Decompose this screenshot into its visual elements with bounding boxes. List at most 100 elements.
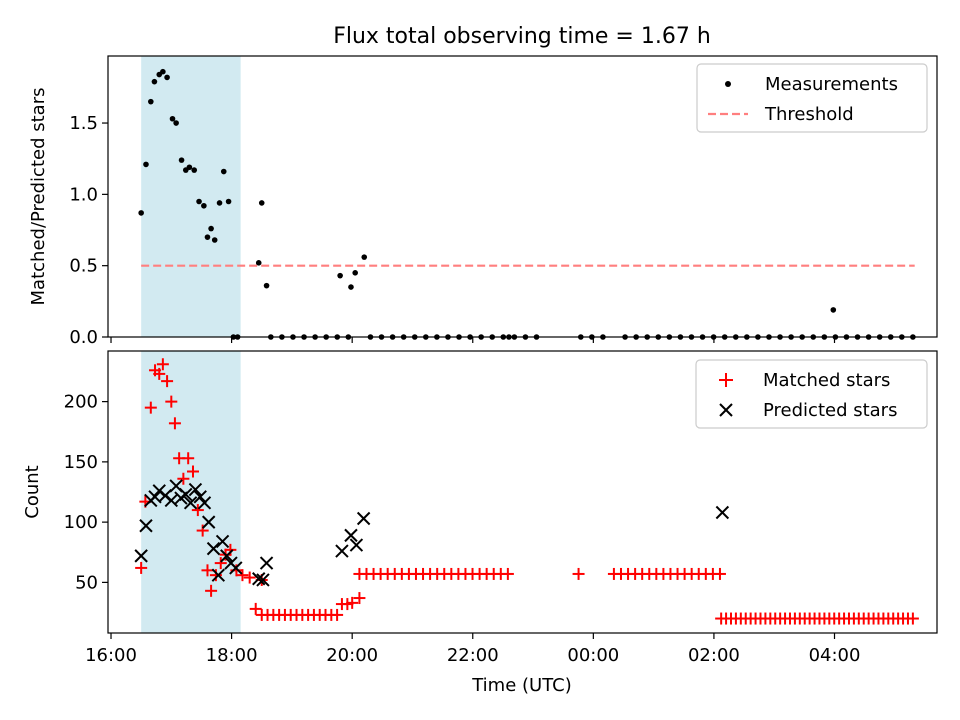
matched-point [353,592,366,605]
top-ytick-label-3: 1.5 [69,113,98,134]
bottom-x-axis: 16:00 18:00 20:00 22:00 00:00 02:00 04:00 [85,633,860,666]
xtick-label-3: 22:00 [447,645,499,666]
matched-point [201,564,214,577]
top-axes-frame [107,55,938,338]
matched-point [501,567,514,580]
matched-point [177,472,190,485]
xtick-label-1: 18:00 [206,645,258,666]
top-legend: Measurements Threshold [696,63,928,133]
legend-measurements-label: Measurements [765,74,898,95]
bottom-highlight-span [141,351,241,633]
predicted-point [188,482,203,497]
measurement-point [196,198,202,205]
top-ytick-label-1: 0.5 [69,256,98,277]
matched-point [156,358,169,371]
measurement-point [178,157,185,163]
measurement-point [211,237,218,243]
matched-point [331,608,344,621]
predicted-point [256,573,270,587]
legend-matched-label: Matched stars [763,370,890,391]
bottom-axes-frame [107,350,938,634]
matched-point [165,395,178,408]
measurement-point [225,198,232,205]
bottom-y-axis-label: Count [22,465,43,518]
bottom-panel: 50 100 150 200 16:00 18:00 20:00 22:00 00:00 02:… [22,350,938,696]
measurement-point [255,260,262,266]
measurement-point [337,272,343,279]
predicted-point [335,544,349,558]
matched-point [243,571,256,584]
top-y-axis: 0.0 0.5 1.0 1.5 [69,113,108,348]
predicted-point [183,496,198,510]
measurement-point [143,161,149,168]
predicted-point [349,538,364,552]
measurement-point [830,307,837,313]
predicted-point [179,487,193,502]
matched-point [214,557,227,570]
matched-point [153,367,166,380]
legend-threshold-label: Threshold [764,104,854,125]
bottom-ytick-label-0: 50 [75,572,98,593]
xtick-label-6: 04:00 [809,645,861,666]
bottom-series [134,358,919,625]
matched-point [209,569,222,582]
matched-point [572,567,585,580]
measurement-point [148,98,154,105]
bottom-ytick-label-3: 200 [64,392,98,413]
predicted-point [139,519,153,533]
predicted-point [206,541,221,556]
predicted-point [356,511,371,526]
matched-point [205,584,218,597]
xtick-label-2: 20:00 [326,645,378,666]
legend-predicted-marker [719,403,733,417]
matched-point [906,612,919,625]
matched-point [135,561,148,574]
measurement-point [361,254,368,260]
xtick-label-4: 00:00 [567,645,619,666]
matched-point [191,504,204,517]
measurement-point [173,120,179,126]
measurement-point [191,167,198,173]
predicted-point [197,496,212,510]
bottom-ytick-label-1: 100 [64,512,98,533]
matched-point [196,524,209,537]
matched-point [249,602,262,615]
measurement-point [263,282,270,289]
measurement-point [160,68,166,75]
top-legend-box [696,63,928,133]
bottom-y-axis: 50 100 150 200 [64,392,108,593]
predicted-point [252,572,266,586]
legend-predicted-label: Predicted stars [763,400,897,421]
measurement-point [208,225,214,232]
matched-point [168,417,181,430]
predicted-point [344,528,358,543]
bottom-ytick-label-2: 150 [64,452,98,473]
bottom-legend-box [695,359,928,429]
top-highlight-span [141,56,241,337]
measurement-point [220,168,227,175]
measurements-series [138,68,916,340]
matched-point [187,465,200,478]
predicted-point [164,493,179,508]
top-ytick-label-0: 0.0 [69,327,98,348]
matched-point [236,569,249,582]
legend-matched-marker [719,373,733,387]
xtick-label-0: 16:00 [85,645,137,666]
measurement-point [169,115,176,122]
predicted-point [715,505,730,520]
matched-point [161,375,174,388]
predicted-point [211,568,226,582]
measurement-point [151,78,158,85]
x-axis-label: Time (UTC) [471,675,572,696]
predicted-point [193,490,207,504]
measurement-point [348,284,354,290]
matched-point [713,567,726,580]
measurement-point [138,210,144,216]
predicted-point [201,515,216,529]
measurement-point [164,74,170,81]
matched-point [182,452,195,465]
measurement-point [201,202,207,209]
matched-point [224,543,237,556]
predicted-point [215,534,230,549]
